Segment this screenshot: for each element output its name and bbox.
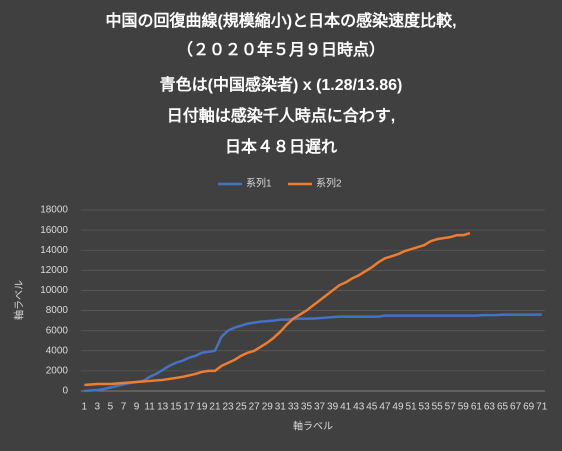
y-tick-label: 4000 <box>46 345 69 356</box>
x-tick-label: 31 <box>275 402 287 413</box>
x-tick-label: 3 <box>95 402 101 413</box>
x-tick-label: 1 <box>81 402 87 413</box>
chart-title: 日本４８日遅れ <box>225 137 337 156</box>
y-axis-label: 軸ラベル <box>13 280 26 320</box>
y-tick-label: 2000 <box>46 366 69 377</box>
y-tick-label: 6000 <box>46 325 69 336</box>
x-tick-label: 43 <box>353 402 365 413</box>
x-tick-label: 11 <box>144 402 155 413</box>
x-tick-label: 17 <box>183 402 195 413</box>
series-line <box>84 313 542 393</box>
y-tick-label: 14000 <box>40 245 68 256</box>
x-tick-label: 33 <box>288 402 300 413</box>
x-tick-label: 69 <box>523 402 535 413</box>
x-tick-label: 67 <box>510 402 522 413</box>
x-axis-label: 軸ラベル <box>293 420 333 433</box>
x-tick-label: 19 <box>196 402 208 413</box>
x-tick-label: 5 <box>108 402 114 413</box>
x-tick-label: 21 <box>209 402 221 413</box>
y-tick-label: 0 <box>62 386 68 397</box>
x-tick-label: 13 <box>157 402 169 413</box>
chart-title: 日付軸は感染千人時点に合わす, <box>167 106 395 125</box>
x-tick-label: 7 <box>121 402 127 413</box>
x-tick-label: 47 <box>379 402 391 413</box>
chart-title: 青色は(中国感染者) x (1.28/13.86) <box>160 75 403 94</box>
y-tick-label: 16000 <box>40 225 68 236</box>
x-tick-label: 29 <box>262 402 274 413</box>
x-tick-label: 49 <box>392 402 404 413</box>
x-tick-label: 63 <box>484 402 496 413</box>
y-tick-label: 12000 <box>40 265 68 276</box>
y-tick-label: 10000 <box>40 285 68 296</box>
y-tick-label: 18000 <box>40 205 68 216</box>
x-tick-label: 41 <box>340 402 352 413</box>
chart-title: 中国の回復曲線(規模縮小)と日本の感染速度比較, <box>105 11 456 30</box>
x-tick-label: 45 <box>366 402 378 413</box>
x-tick-label: 65 <box>497 402 509 413</box>
x-tick-label: 61 <box>471 402 483 413</box>
x-tick-label: 23 <box>222 402 234 413</box>
legend-label: 系列2 <box>316 177 342 190</box>
x-tick-label: 35 <box>301 402 313 413</box>
x-tick-label: 15 <box>170 402 182 413</box>
x-tick-label: 51 <box>405 402 417 413</box>
x-tick-label: 57 <box>445 402 457 413</box>
x-tick-label: 9 <box>134 402 140 413</box>
series-line <box>84 231 471 387</box>
x-tick-label: 53 <box>419 402 431 413</box>
legend-label: 系列1 <box>246 177 272 190</box>
x-tick-label: 39 <box>327 402 339 413</box>
chart-title: （２０２０年５月９日時点） <box>177 40 385 59</box>
y-tick-label: 8000 <box>46 305 69 316</box>
x-tick-label: 55 <box>432 402 444 413</box>
x-tick-label: 27 <box>249 402 261 413</box>
x-tick-label: 25 <box>236 402 248 413</box>
x-tick-label: 59 <box>458 402 470 413</box>
x-tick-label: 71 <box>536 402 548 413</box>
x-tick-label: 37 <box>314 402 326 413</box>
